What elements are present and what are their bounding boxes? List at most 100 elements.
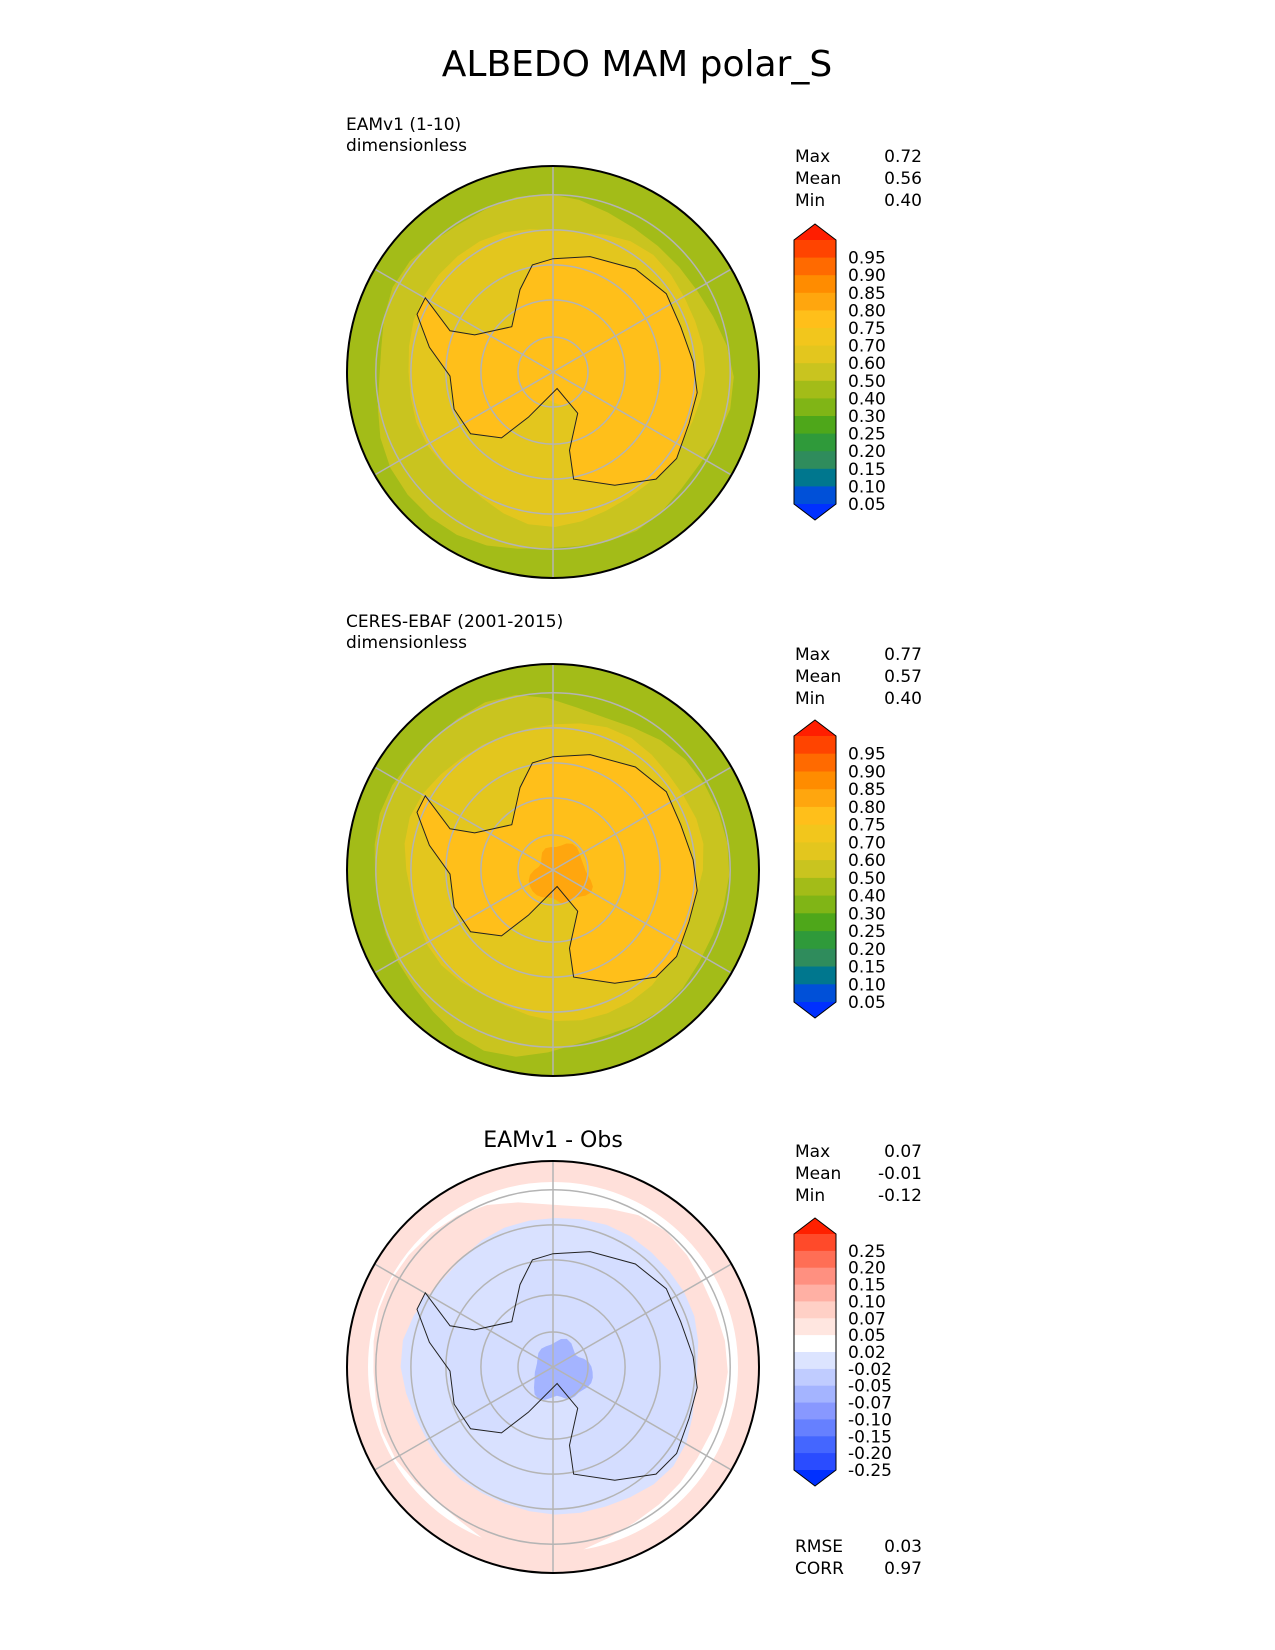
colorbar-tick-label: 0.40 [848, 389, 886, 409]
colorbar-outline [793, 719, 837, 1019]
stat-label-rmse: RMSE [795, 1537, 843, 1557]
colorbar-swatch [794, 789, 836, 808]
colorbar-tick-label: 0.05 [848, 495, 886, 515]
colorbar-tick-label: 0.75 [848, 319, 886, 339]
colorbar-swatch [794, 310, 836, 329]
colorbar-tick-label: 0.25 [848, 1242, 886, 1262]
colorbar-swatch [794, 736, 836, 755]
colorbar-swatch [794, 1284, 836, 1303]
coastline [416, 1251, 698, 1481]
panel-model-label: CERES-EBAF (2001-2015) [346, 612, 563, 632]
colorbar-swatch [794, 1335, 836, 1353]
colorbar-tick-label: 0.50 [848, 869, 886, 889]
stat-value-corr: 0.97 [884, 1559, 922, 1579]
meridian-line [552, 268, 732, 373]
stats-block: Max 0.77 Mean 0.57 Min 0.40 [795, 645, 922, 709]
colorbar-swatch [794, 1301, 836, 1319]
colorbar-swatch [794, 1419, 836, 1437]
colorbar: 0.950.900.850.800.750.700.600.500.400.30… [793, 719, 886, 1019]
polar-map [346, 663, 760, 1077]
colorbar-swatch [794, 806, 836, 826]
stat-label-max: Max [795, 645, 830, 665]
polar-map [346, 165, 760, 579]
stat-label-min: Min [795, 689, 825, 709]
stat-label-corr: CORR [795, 1559, 844, 1579]
figure-title: ALBEDO MAM polar_S [442, 44, 832, 85]
colorbar-tick-label: 0.15 [848, 460, 886, 480]
stat-value-max: 0.07 [884, 1142, 922, 1162]
colorbar-swatch [794, 398, 836, 417]
panel-title: EAMv1 - Obs [483, 1128, 623, 1153]
colorbar-tick-label: 0.20 [848, 940, 886, 960]
colorbar-tick-label: 0.15 [848, 1276, 886, 1296]
colorbar: 0.950.900.850.800.750.700.600.500.400.30… [793, 223, 886, 521]
colorbar-swatch [794, 380, 836, 399]
colorbar-swatch [794, 363, 836, 382]
stat-value-max: 0.72 [884, 147, 922, 167]
colorbar-swatch [794, 966, 836, 985]
colorbar-swatch [794, 877, 836, 897]
colorbar-swatch [794, 416, 836, 435]
colorbar-swatch [794, 486, 836, 505]
colorbar-swatch [794, 1402, 836, 1421]
map-frame [346, 663, 760, 1077]
colorbar-swatch [794, 1267, 836, 1286]
polar-map [346, 1160, 760, 1574]
colorbar-tick-label: 0.15 [848, 958, 886, 978]
colorbar-outline [793, 1217, 837, 1487]
colorbar-tick-label: 0.60 [848, 354, 886, 374]
colorbar-tick-label: 0.05 [848, 1326, 886, 1346]
colorbar-swatch [794, 468, 836, 487]
colorbar-tick-label: -0.07 [848, 1394, 892, 1414]
stat-value-min: 0.40 [884, 191, 922, 211]
coastline [416, 256, 698, 486]
panel-model: EAMv1 (1-10) dimensionless Max 0.72 Mean… [346, 115, 922, 579]
colorbar-swatch [794, 1453, 836, 1471]
colorbar-swatch [794, 842, 836, 861]
colorbar-tick-label: 0.02 [848, 1343, 886, 1363]
colorbar-tick-label: 0.95 [848, 249, 886, 269]
colorbar-swatch [794, 257, 836, 276]
meridian-line [552, 869, 732, 974]
colorbar-tick-label: 0.05 [848, 993, 886, 1013]
colorbar-outline [793, 223, 837, 521]
colorbar-swatch [794, 1234, 836, 1252]
colorbar-swatch [794, 931, 836, 950]
stat-value-mean: 0.56 [884, 169, 922, 189]
stat-value-min: 0.40 [884, 689, 922, 709]
colorbar-swatch [794, 345, 836, 364]
colorbar-tick-label: -0.15 [848, 1427, 892, 1447]
colorbar-swatch [794, 240, 836, 259]
meridian-line [552, 1366, 732, 1471]
colorbar-tick-label: 0.07 [848, 1309, 886, 1329]
colorbar-swatch [794, 913, 836, 932]
colorbar-swatch [794, 1352, 836, 1370]
panel-units-label: dimensionless [346, 633, 467, 653]
colorbar-tick-label: 0.20 [848, 442, 886, 462]
map-frame [346, 165, 760, 579]
colorbar-swatch [794, 860, 836, 879]
colorbar-tick-label: 0.90 [848, 266, 886, 286]
colorbar-swatch [794, 984, 836, 1003]
map-frame [346, 1160, 760, 1574]
meridian-line [552, 1263, 732, 1368]
stat-label-mean: Mean [795, 1164, 841, 1184]
colorbar-tick-label: 0.85 [848, 780, 886, 800]
colorbar-tick-label: 0.25 [848, 922, 886, 942]
colorbar-tick-label: 0.10 [848, 477, 886, 497]
stats-block: Max 0.72 Mean 0.56 Min 0.40 [795, 147, 922, 211]
colorbar-swatch [794, 771, 836, 790]
panel-difference: EAMv1 - Obs Max 0.07 Mean -0.01 Min -0.1… [346, 1128, 922, 1579]
colorbar-extend-max [794, 720, 836, 736]
extra-stats-block: RMSE 0.03 CORR 0.97 [795, 1537, 922, 1579]
stat-value-min: -0.12 [878, 1186, 922, 1206]
colorbar-swatch [794, 1436, 836, 1454]
colorbar-swatch [794, 824, 836, 843]
colorbar-swatch [794, 1385, 836, 1404]
colorbar-tick-label: 0.75 [848, 816, 886, 836]
colorbar-tick-label: 0.10 [848, 1292, 886, 1312]
colorbar-tick-label: 0.85 [848, 284, 886, 304]
colorbar-extend-min [794, 504, 836, 520]
colorbar-swatch [794, 328, 836, 347]
colorbar-swatch [794, 433, 836, 452]
